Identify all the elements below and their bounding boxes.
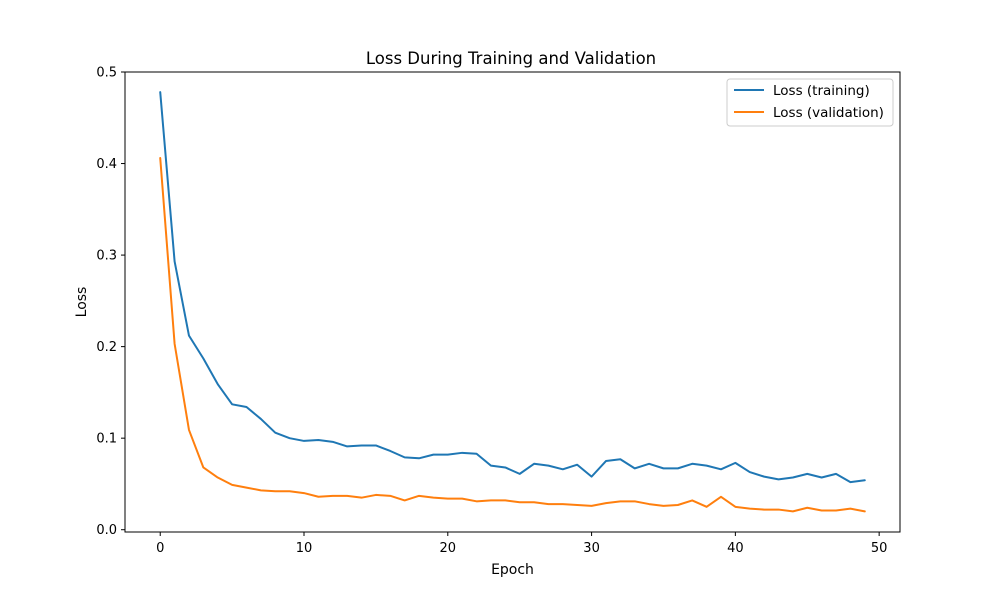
x-tick-label: 30 <box>583 541 600 556</box>
x-tick-label: 20 <box>440 541 457 556</box>
y-tick-label: 0.4 <box>96 157 117 172</box>
y-tick-label: 0.0 <box>96 523 117 538</box>
y-tick-label: 0.1 <box>96 432 117 447</box>
y-tick-label: 0.3 <box>96 249 117 264</box>
plot-frame <box>124 71 901 533</box>
y-tick-label: 0.5 <box>96 66 117 81</box>
y-axis-label: Loss <box>74 287 90 318</box>
legend-box <box>726 78 894 127</box>
legend: Loss (training) Loss (validation) <box>726 78 894 127</box>
legend-label-training: Loss (training) <box>773 83 870 99</box>
series-layer <box>159 91 866 513</box>
series-line-validation <box>159 157 866 513</box>
series-line-training <box>159 91 866 484</box>
x-tick-label: 40 <box>727 541 744 556</box>
chart-title: Loss During Training and Validation <box>366 49 656 68</box>
x-tick-label: 0 <box>156 541 164 556</box>
y-tick-label: 0.2 <box>96 340 117 355</box>
axes-layer: 0 10 20 30 40 50 0.0 0.1 0.2 0.3 0.4 0.5 <box>96 66 887 557</box>
x-axis-label: Epoch <box>491 562 534 578</box>
legend-label-validation: Loss (validation) <box>773 105 884 121</box>
x-tick-label: 10 <box>296 541 313 556</box>
x-tick-label: 50 <box>871 541 888 556</box>
